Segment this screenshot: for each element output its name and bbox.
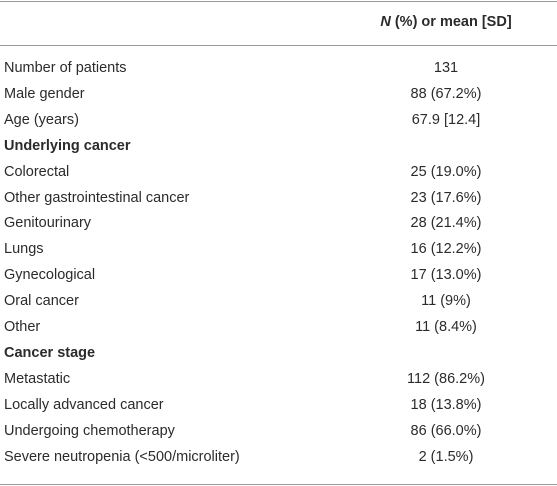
row-value: 25 (19.0%) (410, 163, 482, 180)
row-value: 11 (9%) (421, 293, 471, 310)
row-value: 67.9 [12.4] (411, 111, 481, 128)
row-value: 112 (86.2%) (407, 370, 485, 387)
row-label: Other (4, 319, 41, 335)
row-value: 131 (433, 60, 459, 76)
row-label: Severe neutropenia (<500/microliter) (4, 448, 240, 465)
row-value: 16 (12.2%) (410, 241, 482, 258)
row-label: Genitourinary (4, 215, 92, 232)
row-label: Age (years) (4, 111, 79, 128)
header-rule (0, 45, 557, 46)
row-label: Oral cancer (4, 293, 79, 310)
row-value: 28 (21.4%) (410, 215, 482, 232)
row-label: Locally advanced cancer (4, 396, 164, 413)
row-label: Lungs (4, 241, 44, 258)
row-value: 11 (8.4%) (415, 319, 477, 335)
row-value: 18 (13.8%) (410, 396, 482, 413)
row-value: 86 (66.0%) (410, 422, 482, 439)
row-label: Metastatic (4, 370, 71, 387)
bottom-rule (0, 484, 557, 485)
row-label: Number of patients (4, 60, 127, 76)
row-label: Other gastrointestinal cancer (4, 189, 190, 206)
top-rule (0, 1, 557, 2)
header-italic: N (380, 14, 391, 30)
row-value: 17 (13.0%) (410, 267, 482, 284)
row-value: 23 (17.6%) (410, 189, 482, 206)
row-value: 88 (67.2%) (410, 85, 482, 102)
header-text: (%) or mean [SD] (394, 14, 512, 30)
row-label: Undergoing chemotherapy (4, 422, 175, 439)
row-value: 2 (1.5%) (418, 448, 474, 465)
row-label: Gynecological (4, 267, 96, 284)
column-header: N (%) or mean [SD] (335, 12, 557, 32)
row-label: Male gender (4, 85, 85, 102)
section-heading: Cancer stage (4, 344, 96, 361)
section-heading: Underlying cancer (4, 137, 131, 154)
row-label: Colorectal (4, 163, 70, 180)
